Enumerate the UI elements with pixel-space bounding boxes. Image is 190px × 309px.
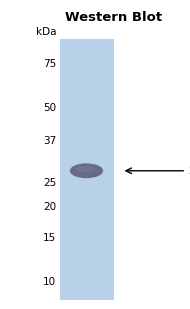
Text: 50: 50 xyxy=(43,103,56,113)
Text: 10: 10 xyxy=(43,277,56,287)
Bar xyxy=(60,39,114,300)
Ellipse shape xyxy=(76,166,95,172)
Text: 25: 25 xyxy=(43,178,56,188)
Text: 28kDa: 28kDa xyxy=(188,166,190,176)
Ellipse shape xyxy=(70,163,103,178)
Text: 20: 20 xyxy=(43,202,56,212)
Text: 15: 15 xyxy=(43,233,56,243)
Text: kDa: kDa xyxy=(36,27,56,37)
Text: 37: 37 xyxy=(43,136,56,146)
Text: Western Blot: Western Blot xyxy=(65,11,163,24)
Text: 75: 75 xyxy=(43,59,56,69)
